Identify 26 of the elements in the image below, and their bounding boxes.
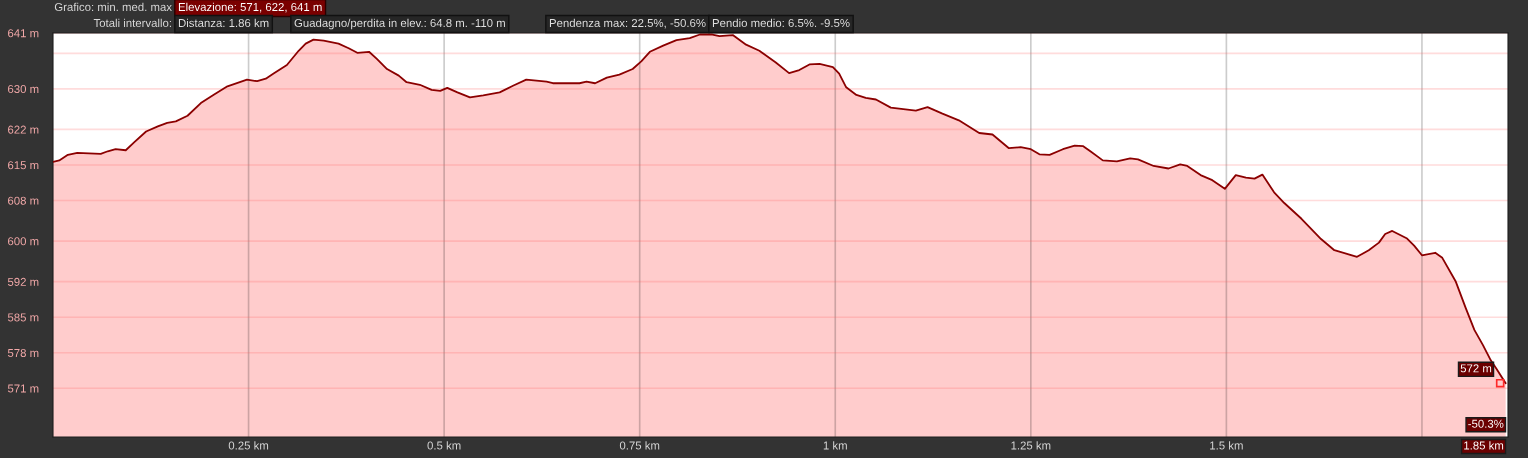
text: Grafico: min. med. max [54,2,172,12]
y-tick-label: 585 m [7,313,39,322]
text: Pendenza max: 22.5%, -50.6% [549,18,706,29]
text: Guadagno/perdita in elev.: 64.8 m. -110 m [294,18,505,30]
x-tick-label: 1 km [823,441,847,450]
text: 1.85 km [1464,441,1504,450]
x-tick-label: 0.75 km [619,441,660,450]
y-tick-label: 622 m [8,125,39,134]
y-tick-label: 630 m [8,85,39,94]
annotation: 572 m [1460,364,1492,373]
y-tick-label: 608 m [8,196,39,205]
x-tick-label: 1.25 km [1011,441,1051,450]
x-tick-label: 0.25 km [228,441,269,450]
y-tick-label: 600 m [8,237,39,246]
y-tick-label: 571 m [7,384,39,393]
y-tick-label: 592 m [7,277,39,286]
annotation: -50.3% [1468,419,1504,428]
x-tick-label: 0.5 km [427,441,461,450]
text: Distanza: 1.86 km [178,18,269,28]
y-tick-label: 578 m [7,348,39,357]
y-tick-label: 615 m [8,161,39,170]
x-tick-label: 1.5 km [1210,441,1243,450]
text: Elevazione: 571, 622, 641 m [178,2,322,13]
text: Totali intervallo: [93,18,171,28]
y-tick-label: 641 m [8,29,39,38]
text: Pendio medio: 6.5%. -9.5% [712,18,850,28]
